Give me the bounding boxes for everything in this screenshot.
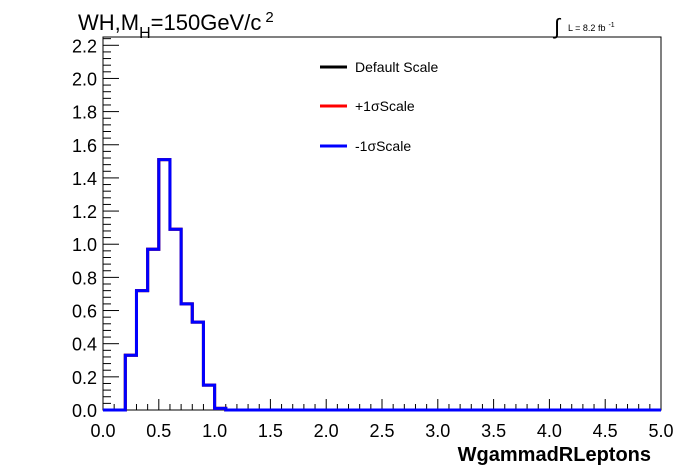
x-axis-tick-labels: 0.0 0.5 1.0 1.5 2.0 2.5 3.0 3.5 4.0 4.5 5.0 [90,421,673,441]
title-subscript: H [139,25,151,42]
x-tick-label: 1.0 [202,421,227,441]
x-tick-label: 3.5 [481,421,506,441]
x-tick-label: 2.0 [314,421,339,441]
series-layer [103,158,661,412]
y-tick-label: 2.2 [72,36,97,56]
x-tick-label: 4.5 [593,421,618,441]
legend: Default Scale +1σScale -1σScale [320,59,438,154]
histogram-series [103,158,661,412]
y-tick-label: 2.0 [72,69,97,89]
y-axis-tick-labels: 0.0 0.2 0.4 0.6 0.8 1.0 1.2 1.4 1.6 1.8 2.0 2.2 [72,36,97,421]
x-tick-label: 5.0 [648,421,673,441]
title-prefix: WH,M [78,10,139,35]
x-tick-label: 0.0 [90,421,115,441]
lumi-superscript: -1 [608,22,614,29]
title-suffix: =150GeV/c [151,10,262,35]
legend-entry-label: -1σScale [355,138,411,154]
y-tick-label: 0.4 [72,335,97,355]
x-tick-label: 2.5 [369,421,394,441]
y-tick-label: 1.0 [72,235,97,255]
x-tick-label: 4.0 [537,421,562,441]
x-tick-label: 0.5 [146,421,171,441]
y-tick-label: 0.0 [72,401,97,421]
lumi-text: L = 8.2 fb [568,23,605,33]
plot-title: WH,MH=150GeV/c 2 [78,9,274,42]
y-tick-label: 1.8 [72,103,97,123]
x-axis-title: WgammadRLeptons [458,444,651,466]
y-tick-label: 0.8 [72,268,97,288]
y-tick-label: 0.6 [72,302,97,322]
y-tick-label: 1.6 [72,136,97,156]
y-tick-label: 0.2 [72,368,97,388]
legend-entry-label: +1σScale [355,98,415,114]
legend-entry-label: Default Scale [355,59,438,75]
y-tick-label: 1.4 [72,169,97,189]
x-tick-label: 3.0 [425,421,450,441]
luminosity-label: L = 8.2 fb -1 [568,22,615,33]
integral-symbol: ∫ [552,14,562,39]
y-tick-label: 1.2 [72,202,97,222]
title-superscript: 2 [265,9,273,26]
x-tick-label: 1.5 [258,421,283,441]
